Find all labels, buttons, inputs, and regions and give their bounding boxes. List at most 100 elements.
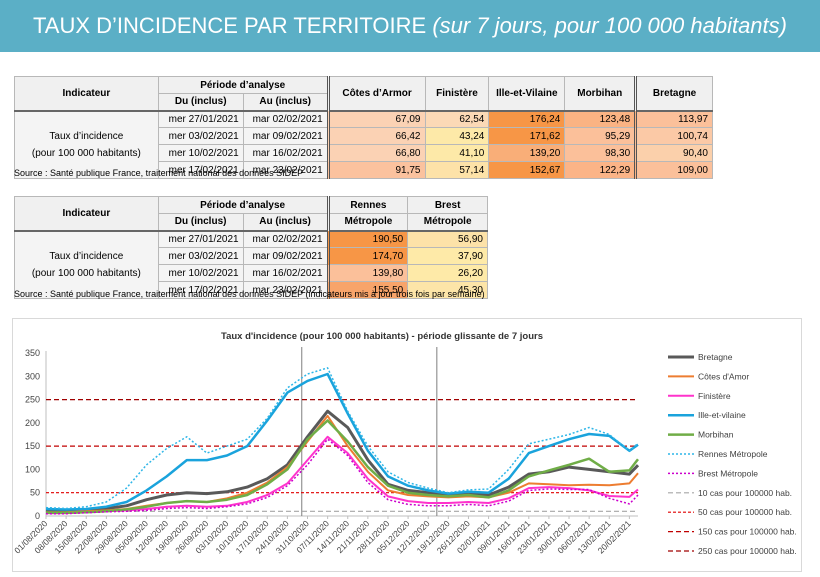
value-cell: 139,80: [326, 264, 409, 282]
legend-label-50-cas-pour-100000-hab: 50 cas pour 100000 hab.: [698, 507, 792, 517]
page-title-subtitle: (sur 7 jours, pour 100 000 habitants): [432, 13, 787, 38]
header-to: Au (inclus): [242, 213, 329, 232]
period-from: mer 10/02/2021: [157, 264, 244, 282]
legend-label-finistere: Finistère: [698, 391, 731, 401]
value-cell: 190,50: [326, 230, 409, 248]
y-tick-label: 300: [25, 371, 40, 381]
y-tick-label: 150: [25, 441, 40, 451]
legend-label-ille-et-vilaine: Ille-et-vilaine: [698, 410, 746, 420]
series-line-morbihan: [46, 419, 639, 514]
value-cell: 152,67: [488, 161, 566, 179]
legend-label-bretagne: Bretagne: [698, 352, 733, 362]
header-rennes-line2: Métropole: [326, 213, 409, 232]
legend-label-morbihan: Morbihan: [698, 430, 734, 440]
value-cell: 139,20: [488, 144, 566, 162]
series-line-finistere: [46, 435, 639, 515]
header-period: Période d’analyse: [157, 196, 329, 214]
period-from: mer 27/01/2021: [157, 110, 244, 128]
chart-canvas: Taux d'incidence (pour 100 000 habitants…: [13, 331, 797, 556]
period-to: mar 09/02/2021: [242, 127, 329, 145]
period-from: mer 27/01/2021: [157, 230, 244, 248]
period-to: mar 16/02/2021: [242, 144, 329, 162]
header-period: Période d’analyse: [157, 76, 329, 94]
table-row: mer 17/02/2021 mar 23/02/2021 91,75 57,1…: [15, 161, 713, 179]
header-indicator: Indicateur: [14, 76, 159, 112]
legend-label-150-cas-pour-100000-hab: 150 cas pour 100000 hab.: [698, 527, 797, 537]
period-to: mar 23/02/2021: [242, 161, 329, 179]
header-col-1: Finistère: [424, 76, 490, 112]
header-from: Du (inclus): [157, 213, 244, 232]
table-row: mer 03/02/2021 mar 09/02/2021 66,42 43,2…: [15, 127, 713, 145]
header-col-4: Bretagne: [634, 76, 713, 112]
header-rennes-line1: Rennes: [326, 196, 409, 214]
y-tick-label: 200: [25, 418, 40, 428]
legend-label-brest-metropole: Brest Métropole: [698, 468, 758, 478]
period-to: mar 23/02/2021: [242, 281, 329, 299]
y-tick-label: 0: [35, 511, 40, 521]
incidence-table-metropoles: Indicateur Période d’analyse Rennes Bres…: [14, 196, 488, 299]
y-tick-label: 350: [25, 348, 40, 358]
value-cell: 67,09: [326, 110, 426, 128]
value-cell: 171,62: [488, 127, 566, 145]
value-cell: 122,29: [564, 161, 637, 179]
period-to: mar 02/02/2021: [242, 110, 329, 128]
legend-label-10-cas-pour-100000-hab: 10 cas pour 100000 hab.: [698, 488, 792, 498]
title-banner: TAUX D’INCIDENCE PAR TERRITOIRE (sur 7 j…: [0, 0, 820, 52]
incidence-chart: Taux d'incidence (pour 100 000 habitants…: [12, 318, 802, 572]
value-cell: 43,24: [424, 127, 490, 145]
value-cell: 90,40: [634, 144, 713, 162]
header-indicator: Indicateur: [14, 196, 159, 232]
source-note-2: Source : Santé publique France, traiteme…: [14, 289, 485, 299]
indicator-label-line1: Taux d’incidence: [49, 250, 124, 262]
value-cell: 37,90: [407, 247, 488, 265]
indicator-label-line2: (pour 100 000 habitants): [31, 147, 141, 159]
series-line-ille-et-vilaine: [45, 372, 639, 511]
legend-label-rennes-metropole: Rennes Métropole: [698, 449, 768, 459]
value-cell: 100,74: [634, 127, 713, 145]
indicator-label: Taux d’incidence (pour 100 000 habitants…: [14, 110, 159, 179]
value-cell: 66,42: [326, 127, 426, 145]
period-to: mar 02/02/2021: [242, 230, 329, 248]
value-cell: 41,10: [424, 144, 490, 162]
value-cell: 45,30: [407, 281, 488, 299]
header-col-0: Côtes d’Armor: [326, 76, 426, 112]
series-line-bretagne: [45, 409, 640, 513]
header-col-2: Ille-et-Vilaine: [488, 76, 566, 112]
value-cell: 174,70: [326, 247, 409, 265]
period-from: mer 10/02/2021: [157, 144, 244, 162]
source-note-1: Source : Santé publique France, traiteme…: [14, 168, 304, 178]
value-cell: 98,30: [564, 144, 637, 162]
header-brest-line2: Métropole: [407, 213, 488, 232]
header-from: Du (inclus): [157, 93, 244, 112]
table-row: Taux d’incidence (pour 100 000 habitants…: [14, 110, 713, 179]
value-cell: 56,90: [407, 230, 488, 248]
y-tick-label: 50: [30, 488, 40, 498]
value-cell: 26,20: [407, 264, 488, 282]
indicator-label: Taux d’incidence (pour 100 000 habitants…: [14, 230, 159, 299]
period-to: mar 16/02/2021: [242, 264, 329, 282]
value-cell: 176,24: [488, 110, 566, 128]
page-title-main: TAUX D’INCIDENCE PAR TERRITOIRE: [33, 13, 427, 38]
value-cell: 155,50: [326, 281, 409, 299]
indicator-label-line1: Taux d’incidence: [49, 130, 124, 142]
header-to: Au (inclus): [242, 93, 329, 112]
series-line-rennes-metropole: [45, 367, 639, 510]
indicator-label-line2: (pour 100 000 habitants): [31, 267, 141, 279]
value-cell: 91,75: [326, 161, 426, 179]
header-brest-line1: Brest: [407, 196, 488, 214]
y-tick-label: 100: [25, 464, 40, 474]
value-cell: 57,14: [424, 161, 490, 179]
value-cell: 113,97: [634, 110, 713, 128]
page-title: TAUX D’INCIDENCE PAR TERRITOIRE (sur 7 j…: [33, 13, 787, 39]
period-to: mar 09/02/2021: [242, 247, 329, 265]
period-from: mer 17/02/2021: [157, 161, 244, 179]
table-row: mer 17/02/2021 mar 23/02/2021 155,50 45,…: [15, 281, 488, 299]
incidence-table-departments: Indicateur Période d’analyse Côtes d’Arm…: [14, 76, 713, 179]
series-line-brest-metropole: [46, 438, 639, 515]
header-col-3: Morbihan: [564, 76, 637, 112]
value-cell: 66,80: [326, 144, 426, 162]
period-from: mer 03/02/2021: [157, 247, 244, 265]
chart-title: Taux d'incidence (pour 100 000 habitants…: [221, 331, 543, 342]
period-from: mer 03/02/2021: [157, 127, 244, 145]
value-cell: 123,48: [564, 110, 637, 128]
